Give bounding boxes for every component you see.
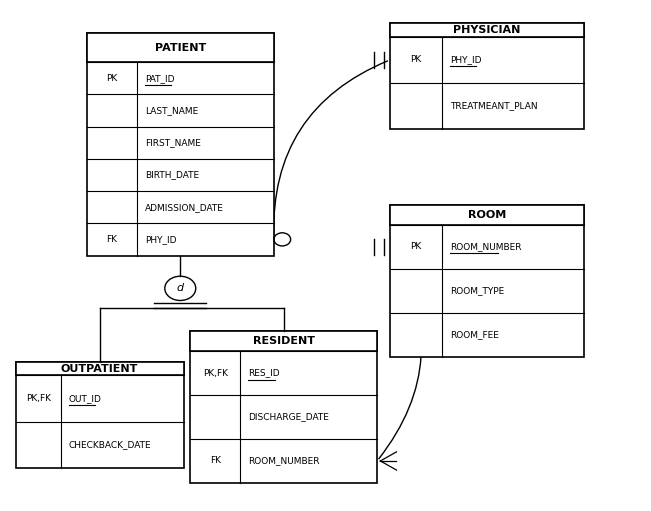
- Text: d: d: [176, 284, 184, 293]
- Text: TREATMEANT_PLAN: TREATMEANT_PLAN: [450, 102, 538, 110]
- Text: RES_ID: RES_ID: [248, 368, 280, 378]
- Bar: [16, 362, 184, 468]
- Bar: [390, 205, 584, 225]
- Text: PHY_ID: PHY_ID: [450, 55, 482, 64]
- Text: PAT_ID: PAT_ID: [145, 74, 174, 83]
- Text: DISCHARGE_DATE: DISCHARGE_DATE: [248, 412, 329, 422]
- Text: ADMISSION_DATE: ADMISSION_DATE: [145, 203, 224, 212]
- Text: LAST_NAME: LAST_NAME: [145, 106, 198, 115]
- FancyArrowPatch shape: [273, 61, 387, 237]
- Bar: [190, 331, 377, 351]
- Text: PK: PK: [411, 55, 422, 64]
- Text: PK,FK: PK,FK: [202, 368, 228, 378]
- Text: ROOM_TYPE: ROOM_TYPE: [450, 286, 505, 295]
- Text: PHY_ID: PHY_ID: [145, 235, 176, 244]
- Bar: [190, 331, 377, 483]
- Text: PHYSICIAN: PHYSICIAN: [453, 25, 521, 35]
- Bar: [390, 23, 584, 129]
- Text: OUTPATIENT: OUTPATIENT: [61, 363, 138, 374]
- Text: PK,FK: PK,FK: [26, 394, 51, 403]
- Text: FK: FK: [210, 456, 221, 466]
- Text: ROOM_NUMBER: ROOM_NUMBER: [248, 456, 320, 466]
- Text: FIRST_NAME: FIRST_NAME: [145, 138, 201, 147]
- Text: FK: FK: [107, 235, 117, 244]
- Text: PK: PK: [106, 74, 118, 83]
- Bar: [87, 33, 274, 62]
- FancyArrowPatch shape: [379, 249, 421, 459]
- Text: ROOM: ROOM: [467, 210, 506, 220]
- Text: CHECKBACK_DATE: CHECKBACK_DATE: [69, 440, 152, 449]
- Bar: [390, 23, 584, 37]
- Text: RESIDENT: RESIDENT: [253, 336, 314, 346]
- Bar: [390, 205, 584, 357]
- Text: ROOM_FEE: ROOM_FEE: [450, 330, 499, 339]
- Text: OUT_ID: OUT_ID: [69, 394, 102, 403]
- Bar: [16, 362, 184, 376]
- Text: ROOM_NUMBER: ROOM_NUMBER: [450, 242, 521, 251]
- Bar: [87, 33, 274, 256]
- Text: BIRTH_DATE: BIRTH_DATE: [145, 170, 199, 179]
- Text: PATIENT: PATIENT: [155, 42, 206, 53]
- Text: PK: PK: [411, 242, 422, 251]
